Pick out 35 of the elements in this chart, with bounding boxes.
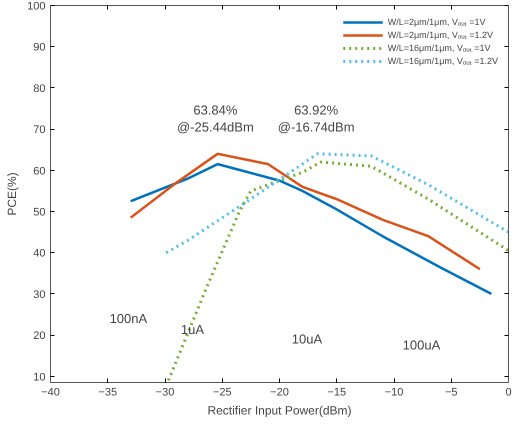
x-tick-label: −5 bbox=[444, 386, 458, 398]
y-tick-label: 40 bbox=[33, 248, 46, 260]
x-tick-label: 0 bbox=[505, 386, 512, 398]
annotation: 100uA bbox=[402, 337, 441, 352]
y-tick-label: 70 bbox=[33, 124, 46, 136]
y-tick-label: 90 bbox=[33, 42, 46, 54]
annotation: 63.92% @-16.74dBm bbox=[278, 102, 355, 135]
y-tick-label: 50 bbox=[33, 206, 46, 219]
y-tick-label: 20 bbox=[33, 330, 46, 342]
y-tick-label: 80 bbox=[33, 82, 46, 95]
y-axis-title: PCE(%) bbox=[5, 172, 20, 216]
x-tick-label: −40 bbox=[41, 386, 60, 398]
x-tick-label: −35 bbox=[98, 386, 118, 398]
line-series bbox=[129, 152, 482, 270]
y-tick-label: 30 bbox=[33, 288, 46, 301]
y-tick-label: 10 bbox=[33, 371, 46, 384]
x-tick-label: −20 bbox=[270, 386, 289, 398]
y-tick-label: 100 bbox=[27, 0, 46, 12]
legend-label: W/L=16μm/1μm, Vₒᵤₜ =1.2V bbox=[388, 55, 498, 67]
x-tick-label: −15 bbox=[327, 386, 346, 398]
legend-label: W/L=2μm/1μm, Vₒᵤₜ =1.2V bbox=[388, 29, 493, 41]
y-tick-label: 60 bbox=[33, 165, 46, 178]
legend-label: W/L=2μm/1μm, Vₒᵤₜ =1V bbox=[388, 16, 486, 28]
x-tick-label: −10 bbox=[384, 386, 404, 398]
annotation: 10uA bbox=[292, 332, 322, 347]
annotation: 63.84% @-25.44dBm bbox=[176, 102, 254, 135]
x-axis-title: Rectifier Input Power(dBm) bbox=[207, 404, 352, 418]
line-series bbox=[166, 160, 508, 382]
annotation: 1uA bbox=[180, 322, 204, 338]
x-tick-label: −30 bbox=[156, 386, 174, 398]
legend-label: W/L=16μm/1μm, Vₒᵤₜ =1V bbox=[388, 42, 490, 54]
line-series bbox=[164, 152, 508, 254]
x-tick-label: −25 bbox=[212, 386, 232, 398]
annotation: 100nA bbox=[110, 310, 148, 326]
line-series bbox=[129, 162, 493, 296]
